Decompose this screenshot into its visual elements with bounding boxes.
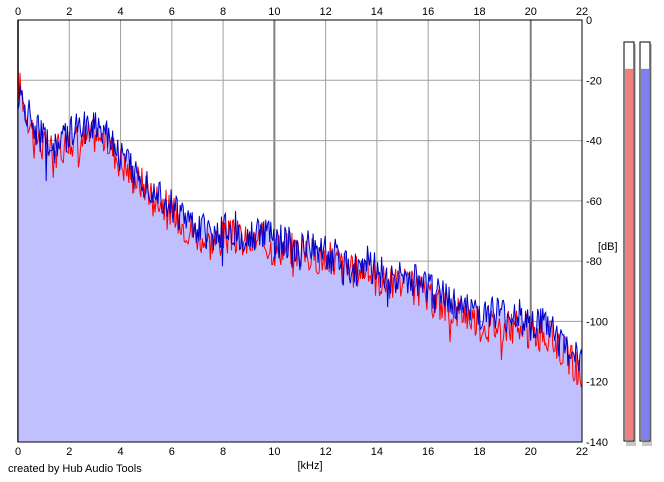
x-tick-label: 16 xyxy=(422,6,434,18)
x-axis-label: [kHz] xyxy=(297,460,322,472)
y-tick-label: -140 xyxy=(586,437,608,449)
y-tick-label: -100 xyxy=(586,316,608,328)
plot-frame xyxy=(17,19,583,443)
x-tick-label: 10 xyxy=(268,446,280,458)
x-tick-label: 22 xyxy=(576,6,588,18)
meter-bar-right xyxy=(641,68,649,441)
y-axis-label: [dB] xyxy=(598,241,618,253)
x-tick-label: 4 xyxy=(117,446,123,458)
spectrum-fill-area xyxy=(18,66,582,443)
meter-bar-left xyxy=(625,68,633,441)
x-tick-label: 2 xyxy=(66,6,72,18)
x-tick-label: 14 xyxy=(371,6,383,18)
spectrum-fill xyxy=(18,66,582,443)
x-tick-label: 12 xyxy=(320,446,332,458)
x-tick-label: 18 xyxy=(473,6,485,18)
x-tick-label: 10 xyxy=(268,6,280,18)
y-tick-label: 0 xyxy=(586,15,592,27)
x-tick-label: 12 xyxy=(320,6,332,18)
x-tick-label: 16 xyxy=(422,446,434,458)
x-tick-label: 20 xyxy=(525,446,537,458)
x-tick-label: 6 xyxy=(169,6,175,18)
x-tick-label: 6 xyxy=(169,446,175,458)
y-tick-label: -80 xyxy=(586,256,602,268)
y-tick-label: -40 xyxy=(586,136,602,148)
y-tick-label: -120 xyxy=(586,377,608,389)
x-tick-label: 2 xyxy=(66,446,72,458)
level-meters xyxy=(623,41,652,446)
y-tick-labels: 0 -20 -40 -60 -80 -100 -120 -140 xyxy=(586,15,608,449)
series-line-right xyxy=(17,85,583,372)
x-tick-label: 0 xyxy=(15,6,21,18)
x-tick-label: 4 xyxy=(117,6,123,18)
x-tick-label: 0 xyxy=(15,446,21,458)
x-tick-labels-top: 0 2 4 6 8 10 12 14 16 18 20 22 xyxy=(15,6,588,18)
x-tick-label: 14 xyxy=(371,446,383,458)
plot-border xyxy=(17,19,583,443)
x-tick-label: 8 xyxy=(220,6,226,18)
x-tick-label: 20 xyxy=(525,6,537,18)
series-lines xyxy=(17,66,583,388)
x-tick-labels-bottom: 0 2 4 6 8 10 12 14 16 18 20 22 xyxy=(15,446,588,458)
y-tick-label: -20 xyxy=(586,75,602,87)
credit-text: created by Hub Audio Tools xyxy=(8,463,142,475)
x-tick-label: 8 xyxy=(220,446,226,458)
y-tick-label: -60 xyxy=(586,196,602,208)
x-tick-label: 18 xyxy=(473,446,485,458)
x-tick-label: 22 xyxy=(576,446,588,458)
